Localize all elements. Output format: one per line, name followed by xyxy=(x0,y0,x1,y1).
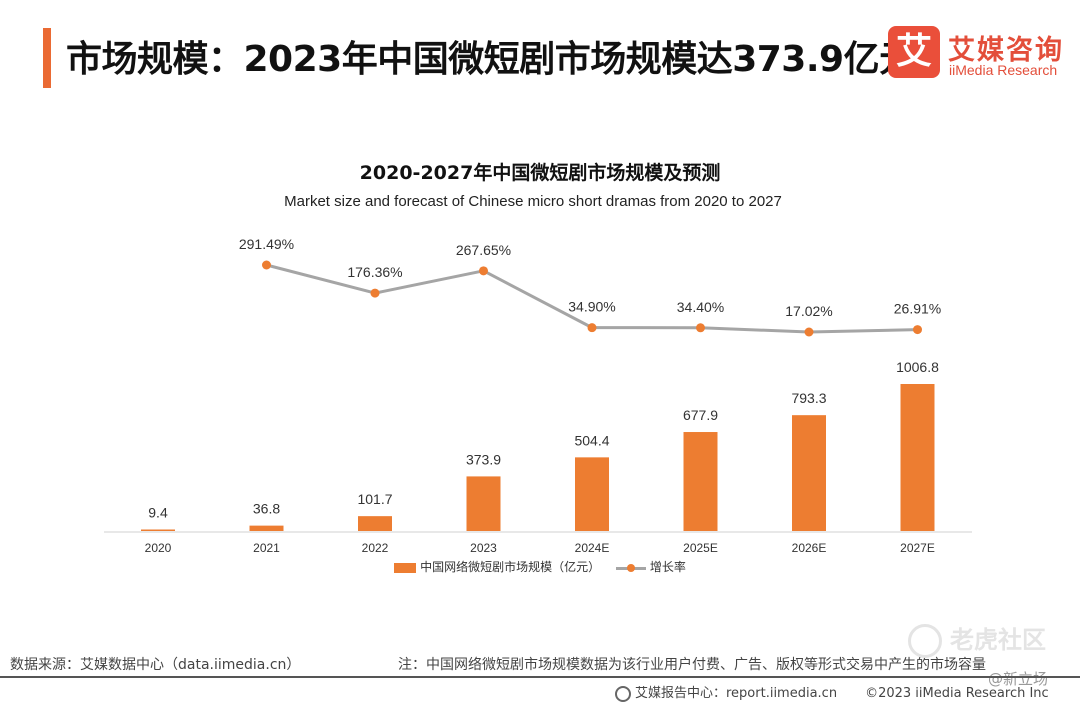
bar-label-2021: 36.8 xyxy=(253,501,280,517)
bar-2021 xyxy=(249,525,284,531)
bar-2022 xyxy=(358,516,392,531)
title-accent-bar xyxy=(43,28,51,88)
growth-label-2024E: 34.90% xyxy=(568,299,615,315)
legend-item-market-size: 中国网络微短剧市场规模（亿元） xyxy=(394,558,600,575)
chart-title: 2020-2027年中国微短剧市场规模及预测 xyxy=(359,162,721,184)
growth-point-2023 xyxy=(479,266,488,276)
growth-label-2023: 267.65% xyxy=(456,242,511,258)
growth-point-2021 xyxy=(262,260,271,270)
bar-label-2020: 9.4 xyxy=(148,505,168,521)
bar-label-2027E: 1006.8 xyxy=(896,359,939,375)
legend-bar-swatch xyxy=(394,562,417,573)
growth-point-2022 xyxy=(370,288,380,298)
copyright: ©2023 iiMedia Research Inc xyxy=(865,686,1049,701)
page-title: 市场规模：2023年中国微短剧市场规模达373.9亿元 xyxy=(66,39,915,80)
x-tick-label-2026E: 2026E xyxy=(792,541,827,555)
growth-point-2027E xyxy=(913,325,922,335)
bar-2024E xyxy=(575,457,609,531)
bar-label-2025E: 677.9 xyxy=(683,407,718,423)
legend-item-growth-rate: 增长率 xyxy=(615,558,686,575)
growth-label-2021: 291.49% xyxy=(239,236,294,252)
watermark: 老虎社区 xyxy=(908,620,1046,658)
watermark-icon xyxy=(908,624,942,658)
growth-point-2024E xyxy=(587,323,597,333)
bar-2025E xyxy=(683,432,718,531)
watermark-text: 老虎社区 xyxy=(950,626,1046,654)
iimedia-logo: 艾 艾媒咨询 iiMedia Research xyxy=(888,26,1068,86)
x-tick-label-2020: 2020 xyxy=(145,541,172,555)
growth-label-2022: 176.36% xyxy=(347,264,402,280)
legend-line-swatch xyxy=(615,563,646,573)
growth-rate-labels: 291.49% 176.36% 267.65% 34.90% 34.40% 17.02% 2… xyxy=(239,236,941,319)
bar-label-2023: 373.9 xyxy=(466,451,501,467)
x-tick-label-2027E: 2027E xyxy=(900,541,935,555)
footer-bar: 艾媒报告中心：report.iimedia.cn ©2023 iiMedia Re… xyxy=(615,682,1049,702)
logo-english-name: iiMedia Research xyxy=(949,62,1058,78)
bar-series xyxy=(141,384,935,531)
growth-label-2025E: 34.40% xyxy=(677,299,724,315)
report-center: 艾媒报告中心：report.iimedia.cn xyxy=(635,686,838,701)
growth-point-2025E xyxy=(696,323,705,333)
bar-2027E xyxy=(900,384,935,531)
growth-point-2026E xyxy=(804,327,814,337)
bar-2023 xyxy=(466,476,501,531)
author-handle: @新立场 xyxy=(988,670,1049,688)
logo-chinese-name: 艾媒咨询 xyxy=(948,35,1064,66)
footer-divider xyxy=(0,676,1080,678)
chart-legend: 中国网络微短剧市场规模（亿元） 增长率 xyxy=(0,558,1080,575)
data-note: 注：中国网络微短剧市场规模数据为该行业用户付费、广告、版权等形式交易中产生的市场… xyxy=(398,657,986,673)
chart-subtitle: Market size and forecast of Chinese micr… xyxy=(284,193,782,210)
growth-label-2026E: 17.02% xyxy=(785,303,832,319)
bar-2020 xyxy=(141,529,175,531)
x-tick-label-2023: 2023 xyxy=(470,541,497,555)
x-tick-label-2024E: 2024E xyxy=(575,541,610,555)
bar-value-labels: 9.4 36.8 101.7 373.9 504.4 677.9 793.3 1006.8 xyxy=(148,359,939,521)
bar-label-2026E: 793.3 xyxy=(791,390,826,406)
legend-label-market-size: 中国网络微短剧市场规模（亿元） xyxy=(420,560,601,574)
logo-mark: 艾 xyxy=(888,26,940,78)
growth-rate-series xyxy=(262,260,922,337)
bar-label-2024E: 504.4 xyxy=(574,432,609,448)
legend-label-growth-rate: 增长率 xyxy=(649,560,686,574)
x-axis: 2020 2021 2022 2023 2024E 2025E 2026E 2027E xyxy=(104,531,972,555)
globe-icon xyxy=(615,685,631,702)
x-tick-label-2025E: 2025E xyxy=(683,541,718,555)
x-tick-label-2021: 2021 xyxy=(253,541,280,555)
growth-label-2027E: 26.91% xyxy=(894,301,941,317)
bar-2026E xyxy=(792,415,826,531)
bar-label-2022: 101.7 xyxy=(357,491,392,507)
data-source: 数据来源：艾媒数据中心（data.iimedia.cn） xyxy=(10,657,301,673)
x-tick-label-2022: 2022 xyxy=(362,541,389,555)
